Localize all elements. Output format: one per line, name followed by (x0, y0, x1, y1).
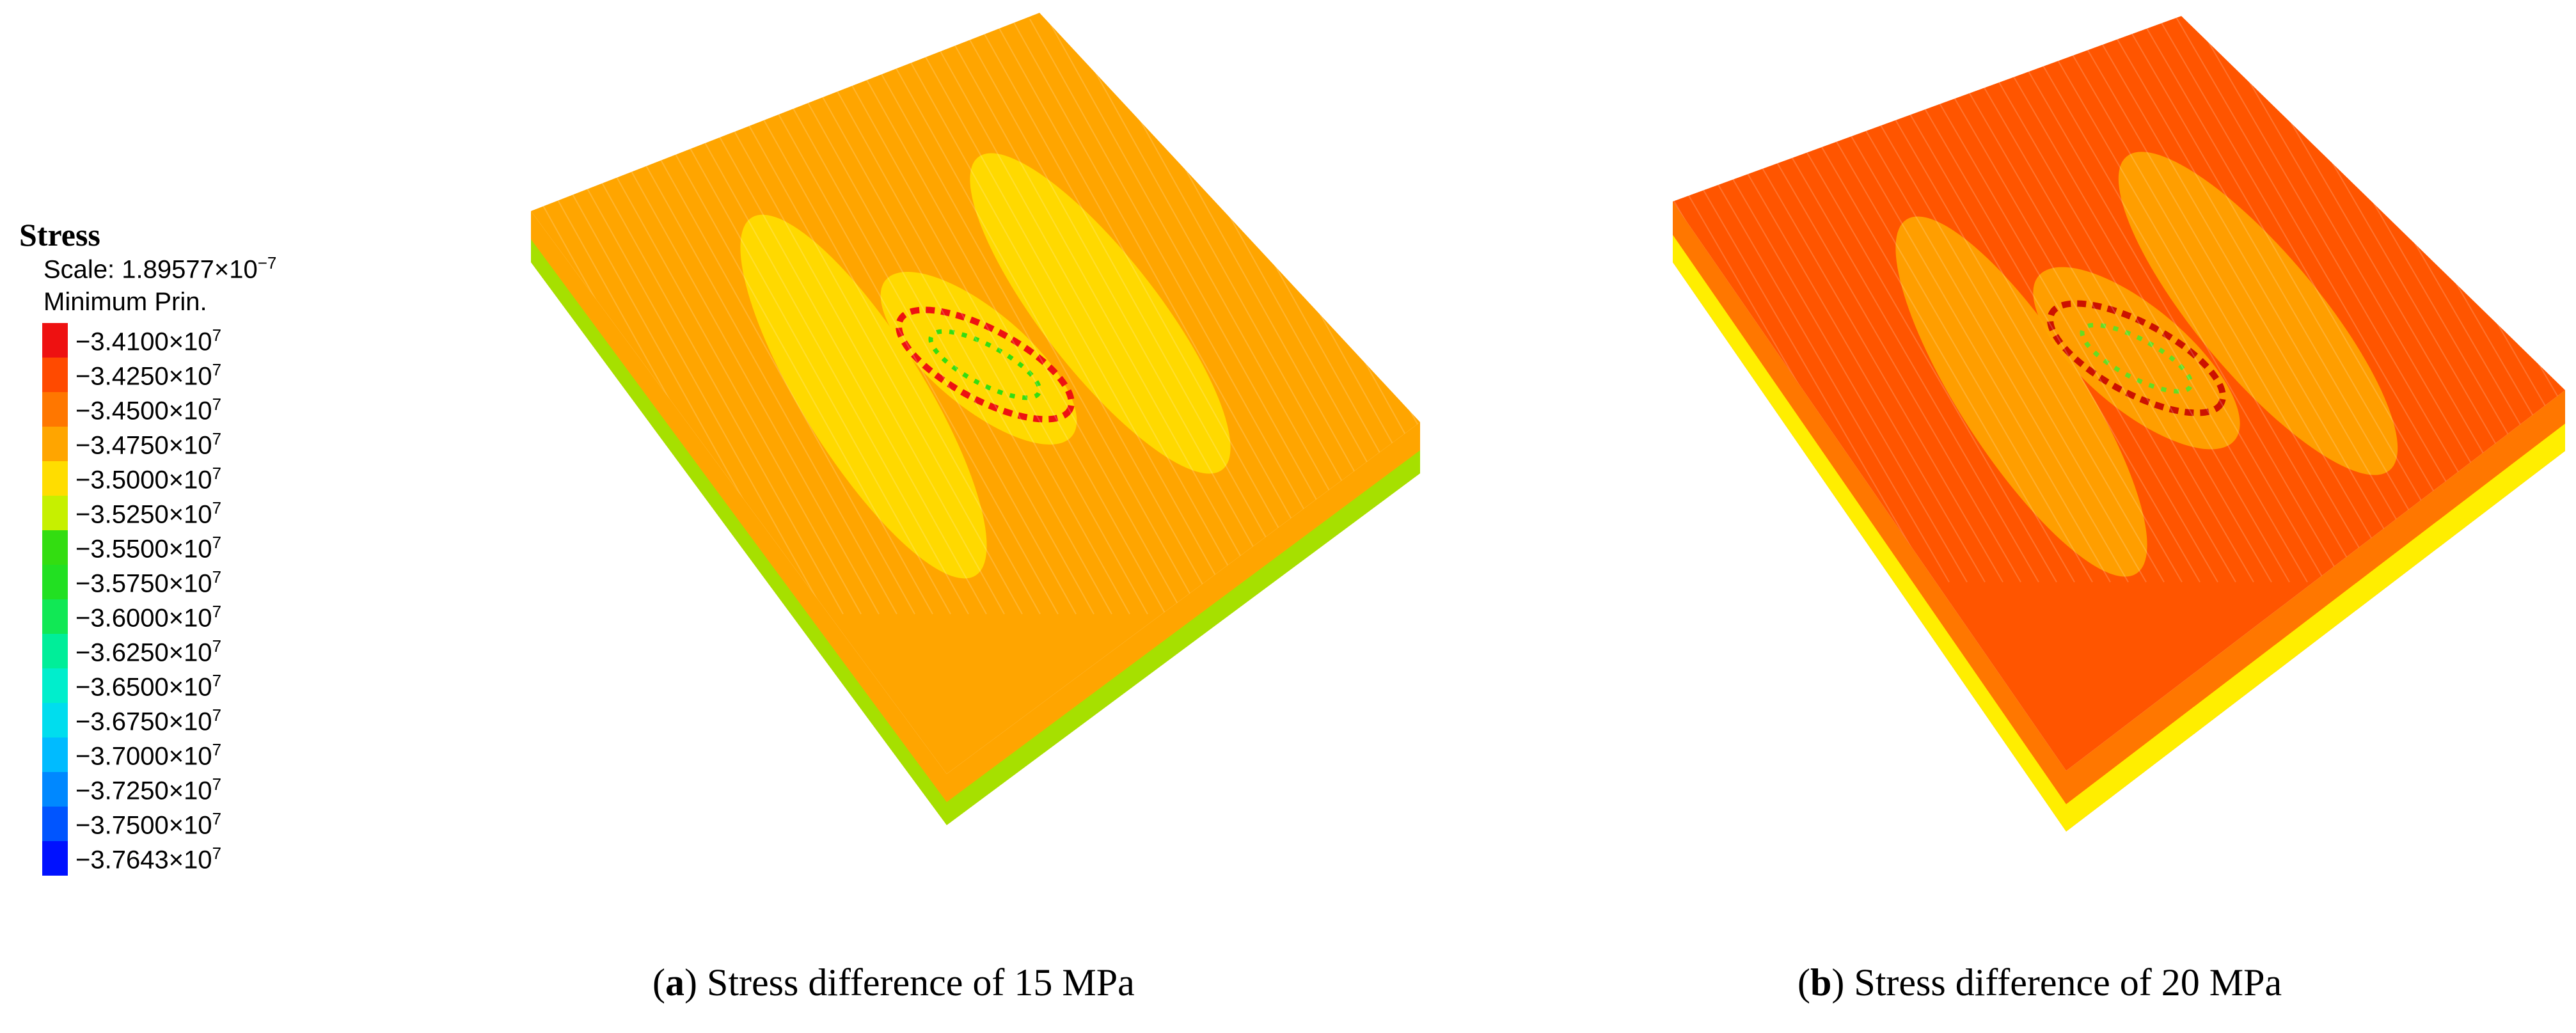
legend-scale: Scale: 1.89577×10−7 (43, 253, 277, 284)
legend-entry: −3.6000×107 (42, 599, 388, 634)
legend-value: −3.4750×107 (75, 429, 222, 460)
block-front-face-base (947, 450, 1420, 825)
stress-band (880, 272, 1077, 445)
legend-swatch (42, 323, 68, 358)
legend-swatch (42, 737, 68, 772)
legend-title: Stress (19, 217, 100, 253)
legend-entry: −3.5500×107 (42, 530, 388, 565)
block-left-face-base (531, 239, 947, 825)
stress-band (740, 214, 987, 579)
legend-swatch (42, 841, 68, 876)
legend-entry: −3.4500×107 (42, 392, 388, 427)
legend-swatch (42, 634, 68, 668)
legend-swatch (42, 461, 68, 496)
legend-swatch (42, 358, 68, 392)
stress-band (970, 153, 1231, 474)
legend-value: −3.4250×107 (75, 360, 222, 391)
stress-band (2118, 152, 2398, 475)
legend-value: −3.7250×107 (75, 775, 222, 805)
legend-value: −3.6000×107 (75, 602, 222, 633)
legend-swatch (42, 530, 68, 565)
legend-value: −3.7000×107 (75, 740, 222, 771)
legend-value: −3.7643×107 (75, 844, 222, 874)
legend-value: −3.5750×107 (75, 567, 222, 598)
legend-entry: −3.4250×107 (42, 358, 388, 392)
legend-entry: −3.6250×107 (42, 634, 388, 668)
model-view-a (486, 0, 1446, 908)
legend-value: −3.5500×107 (75, 533, 222, 564)
legend-entry: −3.7250×107 (42, 772, 388, 807)
stress-band (1895, 216, 2147, 577)
legend-swatch (42, 807, 68, 841)
legend-value: −3.5250×107 (75, 498, 222, 529)
legend-stress-type: Minimum Prin. (43, 288, 207, 316)
legend-entry: −3.4750×107 (42, 427, 388, 461)
legend-entry: −3.6500×107 (42, 668, 388, 703)
legend-value: −3.4100×107 (75, 326, 222, 356)
fracture-zone (2047, 300, 2226, 416)
model-view-b (1625, 0, 2576, 908)
fracture-core (928, 329, 1042, 400)
legend-entry: −3.7000×107 (42, 737, 388, 772)
legend-value: −3.6750×107 (75, 706, 222, 736)
legend-swatch (42, 496, 68, 530)
stress-band (2033, 267, 2240, 450)
legend-swatch (42, 772, 68, 807)
block-left-face-base (1673, 235, 2066, 832)
legend-entry: −3.5250×107 (42, 496, 388, 530)
legend-entry: −3.5750×107 (42, 565, 388, 599)
block-render-b (1673, 16, 2565, 832)
legend-entry: −3.7500×107 (42, 807, 388, 841)
legend-value: −3.5000×107 (75, 464, 222, 494)
legend-value: −3.4500×107 (75, 395, 222, 425)
legend-entry: −3.6750×107 (42, 703, 388, 737)
legend-value: −3.7500×107 (75, 809, 222, 840)
legend-value: −3.6250×107 (75, 636, 222, 667)
fracture-zone (896, 306, 1075, 423)
legend-value: −3.6500×107 (75, 671, 222, 702)
stress-legend: Stress Scale: 1.89577×10−7 Minimum Prin.… (19, 211, 403, 902)
caption-b: (b) Stress difference of 20 MPa (1798, 961, 2282, 1004)
legend-swatch (42, 599, 68, 634)
block-front-face-base (2066, 423, 2565, 832)
legend-swatch (42, 392, 68, 427)
legend-swatch (42, 668, 68, 703)
legend-entry: −3.7643×107 (42, 841, 388, 876)
block-render-a (531, 13, 1420, 825)
legend-swatch (42, 427, 68, 461)
legend-swatch (42, 703, 68, 737)
legend-entry: −3.5000×107 (42, 461, 388, 496)
legend-swatch (42, 565, 68, 599)
legend-entry: −3.4100×107 (42, 323, 388, 358)
caption-a: (a) Stress difference of 15 MPa (652, 961, 1135, 1004)
